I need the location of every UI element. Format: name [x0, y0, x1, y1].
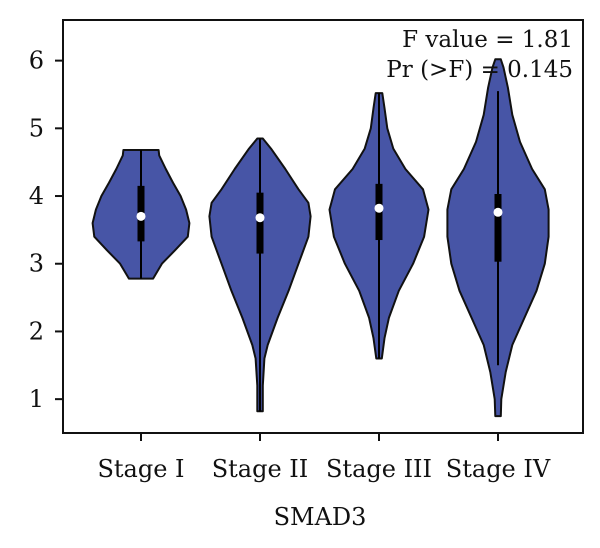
- median-dot-3: [374, 203, 384, 213]
- violins-layer: [91, 58, 550, 418]
- annotation-pr-value: Pr (>F) = 0.145: [386, 57, 573, 83]
- y-tick-label-1: 1: [29, 385, 44, 413]
- annotation-f-value: F value = 1.81: [402, 27, 573, 53]
- y-tick-label-5: 5: [29, 114, 44, 142]
- iqr-box-4: [494, 194, 502, 262]
- x-tick-label-3: Stage III: [326, 455, 432, 483]
- plot-frame: [62, 19, 584, 434]
- iqr-box-2: [256, 192, 264, 254]
- y-tick-label-2: 2: [29, 317, 44, 345]
- x-tick-label-1: Stage I: [97, 455, 184, 483]
- median-dot-4: [493, 207, 503, 217]
- y-tick-label-6: 6: [29, 47, 44, 75]
- x-axis-title: SMAD3: [274, 503, 367, 531]
- y-tick-label-4: 4: [29, 182, 44, 210]
- x-tick-label-4: Stage IV: [446, 455, 551, 483]
- axes-layer: 1 2 3 4 5 6 Stage I Stage II Stage III Stage IV: [29, 19, 584, 483]
- y-tick-label-3: 3: [29, 250, 44, 278]
- median-dot-2: [255, 213, 265, 223]
- x-tick-label-2: Stage II: [212, 455, 309, 483]
- median-dot-1: [136, 211, 146, 221]
